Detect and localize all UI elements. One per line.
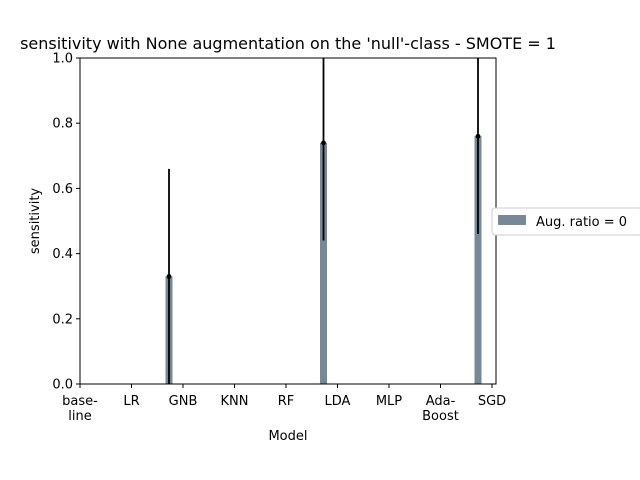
x-tick-label: Ada-Boost <box>422 394 459 424</box>
y-axis-label: sensitivity <box>28 188 43 255</box>
legend-swatch <box>498 215 526 225</box>
x-tick-label: SGD <box>478 394 506 409</box>
bar-mean-marker <box>166 274 172 279</box>
x-tick-label: RF <box>278 394 295 409</box>
error-bars-layer <box>166 58 481 384</box>
y-axis: 0.0 0.2 0.4 0.6 0.8 1.0 <box>52 52 80 393</box>
y-tick-label: 0.0 <box>52 378 73 393</box>
legend-frame <box>491 207 640 236</box>
x-axis: base-line LR GNB KNN RF LDA MLP Ada-Boost SGD <box>62 384 506 424</box>
bar <box>320 142 327 384</box>
y-tick-label: 0.8 <box>52 117 73 132</box>
y-tick-label: 0.6 <box>52 182 73 197</box>
bar <box>474 136 482 384</box>
y-tick-label: 0.4 <box>52 247 73 262</box>
bar-mean-marker <box>475 133 481 139</box>
x-axis-label: Model <box>268 429 307 444</box>
x-tick-label: LR <box>123 394 139 409</box>
x-tick-label: MLP <box>376 394 402 409</box>
bar-mean-marker <box>321 140 326 146</box>
x-tick-label: KNN <box>221 394 249 409</box>
x-tick-label: GNB <box>169 394 198 409</box>
legend-label: Aug. ratio = 0 <box>536 215 627 230</box>
y-tick-label: 1.0 <box>52 52 73 67</box>
x-tick-label: base-line <box>62 394 98 424</box>
chart-title: sensitivity with None augmentation on th… <box>20 34 556 53</box>
legend: Aug. ratio = 0 <box>491 207 640 236</box>
x-tick-label: LDA <box>325 394 351 409</box>
y-tick-label: 0.2 <box>52 312 73 327</box>
